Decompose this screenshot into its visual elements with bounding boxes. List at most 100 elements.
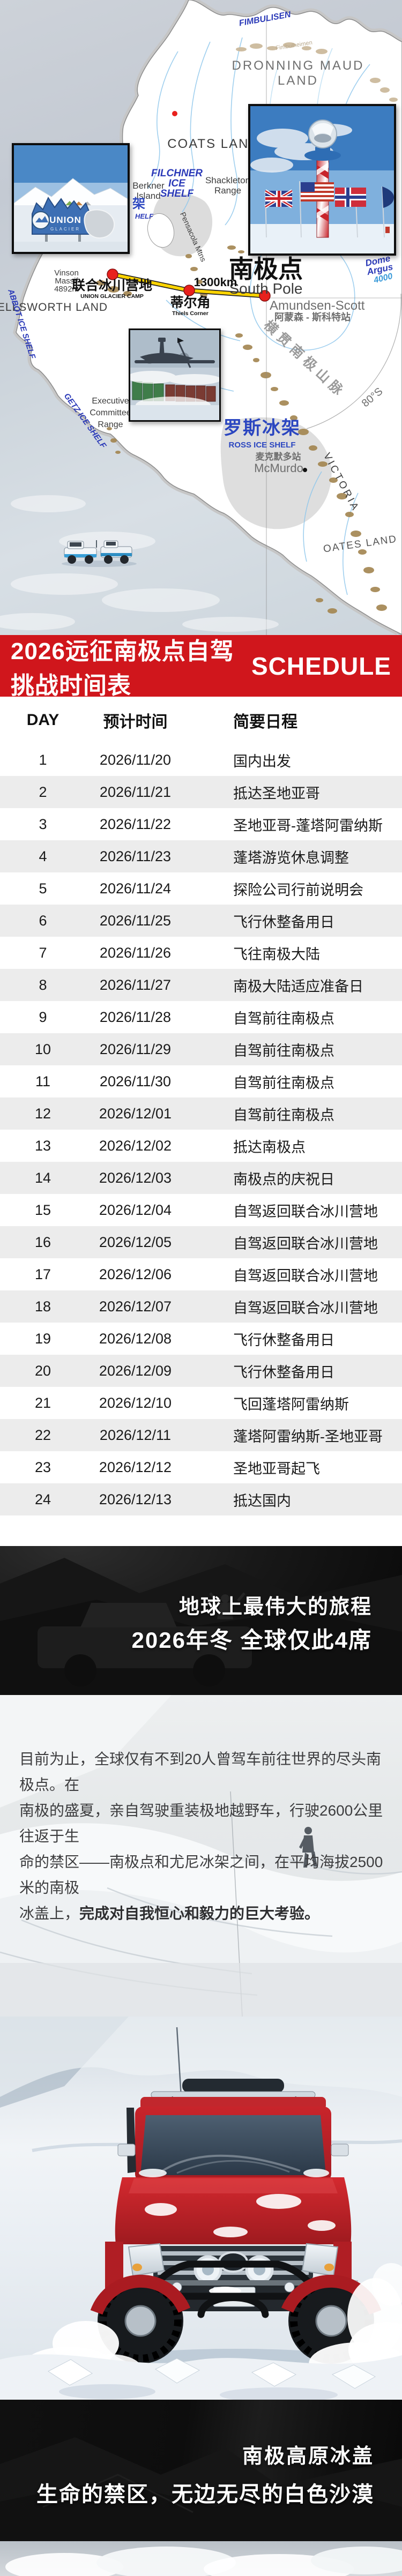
cell-date: 2026/12/07 — [99, 1298, 172, 1315]
outro-background-art — [0, 2437, 402, 2541]
bottom-clouds-strip — [0, 2541, 402, 2576]
cell-desc: 南极大陆适应准备日 — [233, 978, 363, 995]
cell-day: 17 — [34, 1266, 51, 1282]
label-filchner-1: FILCHNER — [151, 168, 203, 179]
label-dronning-maud: DRONNING MAUD — [232, 58, 364, 73]
table-row: 7 2026/11/26 飞往南极大陆 — [0, 937, 402, 969]
table-row: 4 2026/11/23 蓬塔游览休息调整 — [0, 840, 402, 872]
cell-day: 10 — [34, 1041, 51, 1057]
truck-windshield — [140, 2115, 326, 2175]
inset-photo-south-pole-marker — [248, 104, 396, 256]
cell-day: 7 — [39, 944, 47, 961]
expedition-truck — [0, 2017, 402, 2400]
banner-title-en: SCHEDULE — [251, 652, 391, 680]
cell-desc: 抵达圣地亚哥 — [233, 785, 320, 802]
inset-pole-flags — [264, 181, 394, 238]
label-ross-cn: 罗斯冰架 — [224, 418, 301, 438]
label-ellsworth: ELLSWORTH LAND — [0, 301, 108, 313]
table-row: 14 2026/12/03 南极点的庆祝日 — [0, 1162, 402, 1194]
label-thiels-en: Thiels Corner — [172, 310, 209, 317]
cell-day: 20 — [34, 1362, 51, 1379]
cell-date: 2026/12/11 — [99, 1427, 172, 1443]
inset-union-sign: UNION GLACIER — [32, 196, 115, 248]
cell-date: 2026/12/10 — [99, 1394, 172, 1411]
hero-background-art — [0, 1558, 402, 1695]
truck-photo-section — [0, 2017, 402, 2400]
table-row: 15 2026/12/04 自驾返回联合冰川营地 — [0, 1194, 402, 1226]
cell-day: 12 — [34, 1105, 51, 1122]
cell-desc: 自驾返回联合冰川营地 — [233, 1235, 378, 1252]
header-date: 预计时间 — [103, 713, 168, 731]
waypoint-union-glacier — [107, 268, 118, 280]
cell-day: 13 — [34, 1137, 51, 1154]
table-row: 2 2026/11/21 抵达圣地亚哥 — [0, 776, 402, 808]
cell-day: 8 — [39, 976, 47, 993]
label-berkner-2: Island — [136, 191, 160, 201]
cell-desc: 飞往南极大陆 — [233, 946, 320, 962]
label-amundsen-en: Amundsen-Scott — [270, 298, 365, 313]
background-trucks — [62, 540, 137, 567]
outro-dark-section: 南极高原冰盖 生命的禁区，无边无尽的白色沙漠 — [0, 2400, 402, 2541]
label-south-pole-en: South Pole — [229, 280, 303, 297]
label-distance: 1300km — [194, 275, 237, 289]
cell-date: 2026/12/08 — [99, 1330, 172, 1347]
label-exec-2: Committee — [90, 408, 131, 417]
table-row: 9 2026/11/28 自驾前往南极点 — [0, 1001, 402, 1033]
table-row: 18 2026/12/07 自驾返回联合冰川营地 — [0, 1290, 402, 1323]
cell-date: 2026/12/02 — [99, 1137, 172, 1154]
cell-day: 16 — [34, 1234, 51, 1250]
table-row: 13 2026/12/02 抵达南极点 — [0, 1130, 402, 1162]
cell-date: 2026/12/13 — [99, 1491, 172, 1507]
label-shackleton-2: Range — [214, 185, 241, 196]
banner-title-cn: 2026远征南极点自驾挑战时间表 — [11, 638, 234, 697]
table-row: 23 2026/12/12 圣地亚哥起飞 — [0, 1451, 402, 1483]
truck-snorkel — [126, 2108, 136, 2173]
truck-headlight-left — [128, 2243, 165, 2277]
hero-truck-silhouette — [38, 1592, 252, 1686]
inset-photo-union-glacier-camp: UNION GLACIER — [12, 143, 130, 254]
cell-date: 2026/12/03 — [99, 1169, 172, 1186]
cell-day: 15 — [34, 1201, 51, 1218]
cell-date: 2026/11/26 — [99, 944, 172, 961]
mcmurdo-dot — [303, 468, 307, 472]
latitude-80s-arc — [306, 293, 401, 429]
cell-day: 24 — [34, 1491, 51, 1507]
foreground-snow-chunks — [48, 2358, 376, 2400]
cell-date: 2026/11/20 — [99, 751, 172, 768]
cell-desc: 蓬塔阿雷纳斯-圣地亚哥 — [233, 1428, 383, 1445]
cell-date: 2026/11/27 — [99, 976, 172, 993]
inset-union-sign-text-2: GLACIER — [50, 227, 80, 232]
hero-headline-2: 2026年冬 全球仅此4席 — [131, 1627, 372, 1653]
cell-date: 2026/11/24 — [99, 880, 172, 897]
table-row: 1 2026/11/20 国内出发 — [0, 744, 402, 776]
cell-desc: 自驾返回联合冰川营地 — [233, 1203, 378, 1220]
label-union-camp-en: UNION GLACIER CAMP — [80, 293, 144, 300]
cell-date: 2026/11/21 — [99, 783, 172, 800]
cell-date: 2026/12/05 — [99, 1234, 172, 1250]
table-row: 17 2026/12/06 自驾返回联合冰川营地 — [0, 1258, 402, 1290]
cell-desc: 国内出发 — [233, 753, 291, 770]
dronning-maud-mountains — [236, 42, 398, 102]
cell-day: 5 — [39, 880, 47, 897]
table-row: 5 2026/11/24 探险公司行前说明会 — [0, 872, 402, 905]
cell-day: 2 — [39, 783, 47, 800]
cell-day: 1 — [39, 751, 47, 768]
coast-station-dot — [172, 111, 177, 116]
intro-paragraph: 目前为止，全球仅有不到20人曾驾车前往世界的尽头南极点。在 南极的盛夏，亲自驾驶… — [0, 1695, 402, 1927]
cell-day: 23 — [34, 1459, 51, 1475]
waypoint-thiels-corner — [183, 285, 195, 296]
hero-headline-1: 地球上最伟大的旅程 — [178, 1596, 372, 1618]
intro-paragraph-body: 目前为止，全球仅有不到20人曾驾车前往世界的尽头南极点。在 南极的盛夏，亲自驾驶… — [19, 1751, 383, 1922]
cell-date: 2026/11/25 — [99, 912, 172, 929]
cell-desc: 自驾返回联合冰川营地 — [233, 1300, 378, 1316]
cell-desc: 自驾返回联合冰川营地 — [233, 1267, 378, 1284]
ross-shelf-area — [220, 417, 332, 529]
label-dronning-maud-land: LAND — [278, 73, 318, 88]
label-vinson-1: Vinson — [54, 268, 79, 278]
schedule-table-body: 1 2026/11/20 国内出发 2 2026/11/21 抵达圣地亚哥 3 … — [0, 744, 402, 1515]
label-vinson-3: 4892m — [54, 285, 79, 294]
table-row: 6 2026/11/25 飞行休整备用日 — [0, 905, 402, 937]
cell-day: 19 — [34, 1330, 51, 1347]
table-row: 19 2026/12/08 飞行休整备用日 — [0, 1323, 402, 1355]
cell-day: 3 — [39, 816, 47, 832]
